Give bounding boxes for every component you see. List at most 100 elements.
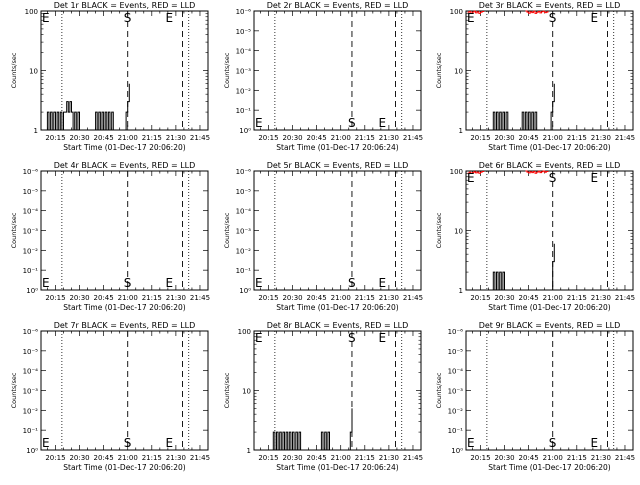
y-tick-label: 1 bbox=[459, 127, 463, 135]
panel-det-8r: Det 8r BLACK = Events, RED = LLD Counts/s… bbox=[223, 321, 423, 472]
x-tick-label: 20:30 bbox=[282, 294, 302, 302]
x-tick-label: 21:30 bbox=[591, 294, 611, 302]
x-tick-label: 21:45 bbox=[403, 454, 423, 462]
y-tick-label: 10⁻⁶ bbox=[236, 8, 252, 16]
x-tick-label: 20:30 bbox=[494, 454, 514, 462]
lld-series-line bbox=[525, 10, 549, 14]
x-tick-label: 20:15 bbox=[258, 134, 278, 142]
x-tick-label: 20:45 bbox=[94, 134, 114, 142]
lld-series-line bbox=[525, 170, 549, 174]
x-axis-label: Start Time (01-Dec-17 20:06:24) bbox=[276, 143, 398, 152]
x-tick-label: 21:30 bbox=[379, 454, 399, 462]
y-tick-label: 10⁻³ bbox=[23, 228, 39, 236]
panel-title: Det 3r BLACK = Events, RED = LLD bbox=[479, 1, 621, 10]
x-tick-label: 20:45 bbox=[307, 294, 327, 302]
x-tick-label: 21:00 bbox=[543, 454, 563, 462]
y-tick-label: 1 bbox=[247, 447, 251, 455]
y-tick-label: 10⁰ bbox=[26, 287, 38, 295]
panel-title: Det 1r BLACK = Events, RED = LLD bbox=[54, 1, 196, 10]
marker-E: E bbox=[165, 436, 173, 450]
plot-frame bbox=[465, 10, 634, 131]
x-axis-label: Start Time (01-Dec-17 20:06:20) bbox=[63, 303, 185, 312]
y-tick-label: 10⁻⁴ bbox=[23, 368, 39, 376]
y-axis-label: Counts/sec bbox=[10, 372, 18, 408]
x-tick-label: 21:15 bbox=[142, 134, 162, 142]
marker-E: E bbox=[255, 331, 263, 345]
x-tick-label: 20:15 bbox=[470, 294, 490, 302]
x-axis-label: Start Time (01-Dec-17 20:06:20) bbox=[63, 463, 185, 472]
y-tick-label: 10⁻⁴ bbox=[236, 48, 252, 56]
x-tick-label: 20:45 bbox=[519, 454, 539, 462]
x-axis-label: Start Time (01-Dec-17 20:06:20) bbox=[488, 463, 610, 472]
events-series-line bbox=[271, 408, 353, 451]
x-tick-label: 20:30 bbox=[69, 134, 89, 142]
x-tick-label: 21:45 bbox=[615, 294, 635, 302]
x-tick-label: 21:15 bbox=[142, 294, 162, 302]
marker-S: S bbox=[348, 116, 356, 130]
plot-frame bbox=[465, 330, 634, 451]
y-tick-label: 100 bbox=[25, 8, 38, 16]
marker-E: E bbox=[42, 11, 50, 25]
marker-S: S bbox=[124, 436, 132, 450]
x-tick-label: 21:15 bbox=[567, 294, 587, 302]
marker-E: E bbox=[378, 276, 386, 290]
y-tick-label: 10 bbox=[29, 68, 38, 76]
marker-E: E bbox=[42, 276, 50, 290]
marker-E: E bbox=[467, 436, 475, 450]
panel-title: Det 4r BLACK = Events, RED = LLD bbox=[54, 161, 196, 170]
y-tick-label: 10⁰ bbox=[26, 447, 38, 455]
y-axis-label: Counts/sec bbox=[435, 212, 443, 248]
x-tick-label: 21:45 bbox=[615, 134, 635, 142]
marker-E: E bbox=[590, 11, 598, 25]
x-tick-label: 20:15 bbox=[470, 454, 490, 462]
x-tick-label: 21:30 bbox=[166, 454, 186, 462]
marker-E: E bbox=[255, 116, 263, 130]
y-tick-label: 10⁰ bbox=[451, 447, 463, 455]
x-tick-label: 20:15 bbox=[45, 454, 65, 462]
panel-det-9r: Det 9r BLACK = Events, RED = LLD Counts/s… bbox=[435, 321, 635, 472]
marker-S: S bbox=[124, 276, 132, 290]
marker-S: S bbox=[124, 11, 132, 25]
panel-title: Det 6r BLACK = Events, RED = LLD bbox=[479, 161, 621, 170]
y-tick-label: 10⁻⁵ bbox=[236, 28, 252, 36]
x-tick-label: 21:30 bbox=[591, 134, 611, 142]
x-tick-label: 20:30 bbox=[69, 294, 89, 302]
y-tick-label: 10⁻⁴ bbox=[23, 208, 39, 216]
x-tick-label: 21:45 bbox=[403, 294, 423, 302]
marker-E: E bbox=[165, 11, 173, 25]
panel-det-6r: Det 6r BLACK = Events, RED = LLD Counts/s… bbox=[435, 161, 635, 312]
plot-frame bbox=[253, 170, 422, 291]
x-tick-label: 21:30 bbox=[379, 134, 399, 142]
x-axis-label: Start Time (01-Dec-17 20:06:20) bbox=[488, 303, 610, 312]
x-tick-label: 21:15 bbox=[142, 454, 162, 462]
y-tick-label: 10 bbox=[242, 388, 251, 396]
x-tick-label: 21:45 bbox=[190, 294, 210, 302]
y-tick-label: 10⁻⁵ bbox=[23, 188, 39, 196]
x-tick-label: 21:30 bbox=[166, 294, 186, 302]
y-axis-label: Counts/sec bbox=[223, 212, 231, 248]
y-tick-label: 100 bbox=[450, 168, 463, 176]
x-tick-label: 20:30 bbox=[282, 454, 302, 462]
x-tick-label: 20:45 bbox=[94, 294, 114, 302]
x-tick-label: 21:00 bbox=[331, 454, 351, 462]
x-tick-label: 21:45 bbox=[190, 454, 210, 462]
marker-E: E bbox=[255, 276, 263, 290]
x-tick-label: 20:30 bbox=[494, 294, 514, 302]
y-tick-label: 10⁻⁵ bbox=[23, 348, 39, 356]
x-tick-label: 20:30 bbox=[494, 134, 514, 142]
x-tick-label: 20:15 bbox=[470, 134, 490, 142]
x-tick-label: 21:15 bbox=[355, 294, 375, 302]
y-tick-label: 10⁻² bbox=[448, 407, 464, 415]
y-tick-label: 10⁻⁴ bbox=[236, 208, 252, 216]
panel-det-4r: Det 4r BLACK = Events, RED = LLD Counts/s… bbox=[10, 161, 210, 312]
panel-title: Det 5r BLACK = Events, RED = LLD bbox=[267, 161, 409, 170]
y-tick-label: 10⁻² bbox=[23, 247, 39, 255]
plot-frame bbox=[40, 170, 209, 291]
y-tick-label: 10⁻¹ bbox=[23, 427, 39, 435]
y-tick-label: 10⁰ bbox=[239, 127, 251, 135]
plot-frame bbox=[253, 10, 422, 131]
x-tick-label: 21:00 bbox=[118, 134, 138, 142]
y-tick-label: 10⁻³ bbox=[236, 68, 252, 76]
x-tick-label: 21:00 bbox=[118, 294, 138, 302]
